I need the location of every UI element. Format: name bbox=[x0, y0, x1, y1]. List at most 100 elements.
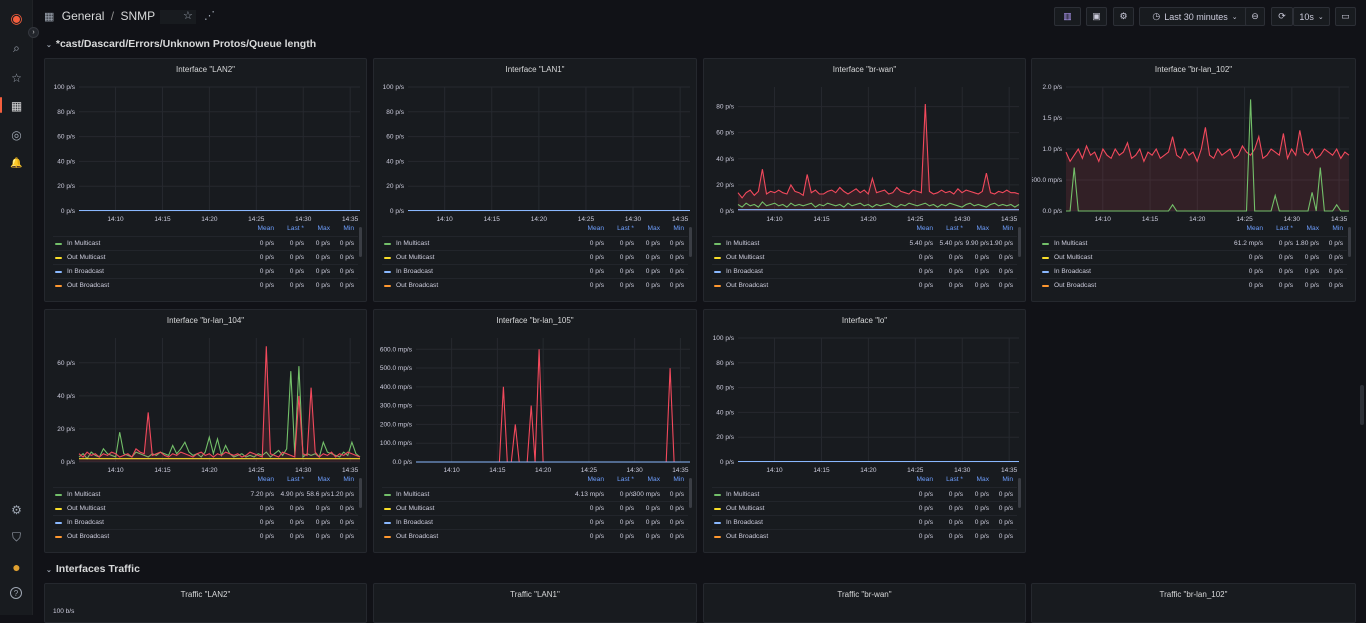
legend-row[interactable]: In Broadcast 0 p/s 0 p/s 0 p/s 0 p/s bbox=[382, 515, 688, 529]
legend-column-header[interactable]: Min bbox=[1332, 225, 1343, 232]
legend-series-name[interactable]: Out Broadcast bbox=[396, 533, 439, 540]
panel[interactable]: Interface "br-wan" 0 p/s 20 p/s 40 p/s 60 p/… bbox=[703, 58, 1026, 302]
legend-column-header[interactable]: Min bbox=[343, 225, 354, 232]
panel-title[interactable]: Traffic "br-lan_102" bbox=[1159, 590, 1228, 599]
panel[interactable]: Interface "LAN1" 0 p/s 20 p/s 40 p/s 60 p/s 8… bbox=[373, 58, 697, 302]
add-panel-button[interactable]: ▥ bbox=[1054, 7, 1081, 26]
traffic-panel[interactable]: Traffic "br-wan" bbox=[703, 583, 1026, 623]
legend-series-name[interactable]: In Broadcast bbox=[1054, 268, 1092, 275]
graph-area[interactable]: 0 p/s 20 p/s 40 p/s 60 p/s 80 p/s 100 p/s 14:1… bbox=[374, 59, 697, 229]
dashboard-settings-button[interactable]: ⚙ bbox=[1113, 7, 1134, 26]
legend-row[interactable]: Out Broadcast 0 p/s 0 p/s 0 p/s 0 p/s bbox=[382, 278, 688, 292]
legend-row[interactable]: In Broadcast 0 p/s 0 p/s 0 p/s 0 p/s bbox=[1040, 264, 1347, 278]
row-header-errors[interactable]: ⌄ *cast/Dascard/Errors/Unknown Protos/Que… bbox=[46, 38, 316, 50]
panel[interactable]: Interface "LAN2" 0 p/s 20 p/s 40 p/s 60 p/s 8… bbox=[44, 58, 367, 302]
legend-column-header[interactable]: Last * bbox=[617, 476, 634, 483]
legend-series-name[interactable]: Out Multicast bbox=[726, 254, 765, 261]
panel-title[interactable]: Interface "br-wan" bbox=[832, 65, 897, 74]
legend-row[interactable]: In Broadcast 0 p/s 0 p/s 0 p/s 0 p/s bbox=[382, 264, 688, 278]
legend-series-name[interactable]: In Broadcast bbox=[726, 519, 764, 526]
panel-title[interactable]: Interface "br-lan_105" bbox=[496, 316, 574, 325]
legend-column-header[interactable]: Mean bbox=[257, 476, 275, 483]
panel[interactable]: Interface "br-lan_105" 0.0 p/s 100.0 mp/s 2… bbox=[373, 309, 697, 553]
zoom-out-button[interactable]: ⊖ bbox=[1245, 7, 1265, 26]
panel[interactable]: Interface "br-lan_104" 0 p/s 20 p/s 40 p/s 6… bbox=[44, 309, 367, 553]
legend-column-header[interactable]: Mean bbox=[257, 225, 275, 232]
legend-series-name[interactable]: In Multicast bbox=[67, 491, 101, 498]
legend-row[interactable]: Out Broadcast 0 p/s 0 p/s 0 p/s 0 p/s bbox=[53, 278, 358, 292]
graph-area[interactable]: 0.0 p/s 100.0 mp/s 200.0 mp/s 300.0 mp/s 400… bbox=[374, 310, 697, 480]
legend-series-name[interactable]: Out Broadcast bbox=[1054, 282, 1097, 289]
help-icon[interactable]: ? bbox=[10, 587, 22, 599]
legend-column-header[interactable]: Mean bbox=[587, 476, 605, 483]
legend-series-name[interactable]: In Broadcast bbox=[67, 268, 105, 275]
legend-row[interactable]: In Multicast 0 p/s 0 p/s 0 p/s 0 p/s bbox=[712, 487, 1017, 501]
legend-column-header[interactable]: Mean bbox=[916, 225, 934, 232]
traffic-panel[interactable]: Traffic "br-lan_102" bbox=[1031, 583, 1356, 623]
legend-row[interactable]: Out Broadcast 0 p/s 0 p/s 0 p/s 0 p/s bbox=[1040, 278, 1347, 292]
panel-title[interactable]: Interface "LAN2" bbox=[175, 65, 236, 74]
legend-series-name[interactable]: In Multicast bbox=[1054, 240, 1088, 247]
legend-series-name[interactable]: Out Multicast bbox=[396, 505, 435, 512]
legend-series-name[interactable]: Out Multicast bbox=[726, 505, 765, 512]
legend-column-header[interactable]: Mean bbox=[1246, 225, 1264, 232]
legend-column-header[interactable]: Last * bbox=[1276, 225, 1293, 232]
legend-series-name[interactable]: In Multicast bbox=[67, 240, 101, 247]
panel-title[interactable]: Traffic "LAN1" bbox=[510, 590, 560, 599]
legend-column-header[interactable]: Max bbox=[976, 225, 989, 232]
legend-scrollbar[interactable] bbox=[1348, 227, 1351, 257]
legend-row[interactable]: Out Multicast 0 p/s 0 p/s 0 p/s 0 p/s bbox=[53, 250, 358, 264]
save-dashboard-button[interactable]: ▣ bbox=[1086, 7, 1107, 26]
page-scrollbar[interactable] bbox=[1360, 385, 1364, 425]
legend-series-name[interactable]: Out Broadcast bbox=[67, 282, 110, 289]
share-icon[interactable]: ⋰ bbox=[204, 10, 215, 22]
panel[interactable]: Interface "br-lan_102" 0.0 p/s 500.0 mp/s 1… bbox=[1031, 58, 1356, 302]
legend-row[interactable]: In Multicast 4.13 mp/s 0 p/s 300 mp/s 0 p/s bbox=[382, 487, 688, 501]
legend-row[interactable]: Out Multicast 0 p/s 0 p/s 0 p/s 0 p/s bbox=[53, 501, 358, 515]
legend-scrollbar[interactable] bbox=[359, 227, 362, 257]
legend-row[interactable]: Out Multicast 0 p/s 0 p/s 0 p/s 0 p/s bbox=[1040, 250, 1347, 264]
legend-column-header[interactable]: Min bbox=[1002, 225, 1013, 232]
panel-title[interactable]: Interface "lo" bbox=[841, 316, 888, 325]
refresh-interval-picker[interactable]: 10s ⌄ bbox=[1293, 7, 1330, 26]
explore-icon[interactable]: ◎ bbox=[11, 127, 22, 142]
graph-area[interactable]: 0.0 p/s 500.0 mp/s 1.0 p/s 1.5 p/s 2.0 p/s 14… bbox=[1032, 59, 1356, 229]
panel-title[interactable]: Interface "br-lan_104" bbox=[166, 316, 245, 325]
legend-row[interactable]: In Multicast 5.40 p/s 5.40 p/s 9.90 p/s 1.90… bbox=[712, 236, 1017, 250]
graph-area[interactable]: 0 p/s 20 p/s 40 p/s 60 p/s 80 p/s 100 p/s 14:1… bbox=[45, 59, 367, 229]
legend-series-name[interactable]: In Broadcast bbox=[67, 519, 105, 526]
legend-row[interactable]: In Multicast 61.2 mp/s 0 p/s 1.80 p/s 0 p/s bbox=[1040, 236, 1347, 250]
legend-column-header[interactable]: Max bbox=[976, 476, 989, 483]
legend-column-header[interactable]: Last * bbox=[287, 476, 304, 483]
legend-series-name[interactable]: In Multicast bbox=[726, 491, 760, 498]
tv-mode-button[interactable]: ▭ bbox=[1335, 7, 1356, 26]
legend-series-name[interactable]: In Multicast bbox=[396, 491, 430, 498]
legend-column-header[interactable]: Min bbox=[673, 225, 684, 232]
legend-series-name[interactable]: Out Broadcast bbox=[726, 282, 769, 289]
legend-scrollbar[interactable] bbox=[1018, 478, 1021, 508]
legend-series-name[interactable]: In Multicast bbox=[726, 240, 760, 247]
panel-title[interactable]: Interface "LAN1" bbox=[505, 65, 565, 74]
search-icon[interactable]: ⌕ bbox=[13, 41, 20, 55]
nav-expand-button[interactable]: › bbox=[28, 27, 39, 38]
graph-area[interactable]: 0 p/s 20 p/s 40 p/s 60 p/s 80 p/s 14:10 14:15 1… bbox=[704, 59, 1026, 229]
legend-column-header[interactable]: Min bbox=[343, 476, 354, 483]
traffic-panel[interactable]: Traffic "LAN2" 100 b/s bbox=[44, 583, 367, 623]
legend-series-name[interactable]: In Multicast bbox=[396, 240, 430, 247]
legend-row[interactable]: Out Multicast 0 p/s 0 p/s 0 p/s 0 p/s bbox=[382, 501, 688, 515]
legend-series-name[interactable]: Out Multicast bbox=[396, 254, 435, 261]
legend-series-name[interactable]: Out Broadcast bbox=[396, 282, 439, 289]
traffic-panel[interactable]: Traffic "LAN1" bbox=[373, 583, 697, 623]
legend-row[interactable]: Out Broadcast 0 p/s 0 p/s 0 p/s 0 p/s bbox=[382, 529, 688, 543]
legend-row[interactable]: Out Multicast 0 p/s 0 p/s 0 p/s 0 p/s bbox=[712, 501, 1017, 515]
legend-series-name[interactable]: Out Multicast bbox=[67, 505, 106, 512]
star-icon[interactable]: ☆ bbox=[183, 10, 193, 22]
legend-series-name[interactable]: Out Broadcast bbox=[726, 533, 769, 540]
legend-column-header[interactable]: Mean bbox=[587, 225, 605, 232]
graph-area[interactable]: 0 p/s 20 p/s 40 p/s 60 p/s 80 p/s 100 p/s 14:1… bbox=[704, 310, 1026, 480]
legend-row[interactable]: In Broadcast 0 p/s 0 p/s 0 p/s 0 p/s bbox=[712, 515, 1017, 529]
legend-column-header[interactable]: Last * bbox=[946, 225, 963, 232]
legend-series-name[interactable]: In Broadcast bbox=[396, 268, 434, 275]
legend-row[interactable]: Out Broadcast 0 p/s 0 p/s 0 p/s 0 p/s bbox=[712, 278, 1017, 292]
time-picker-button[interactable]: ◷ Last 30 minutes ⌄ bbox=[1139, 7, 1251, 26]
